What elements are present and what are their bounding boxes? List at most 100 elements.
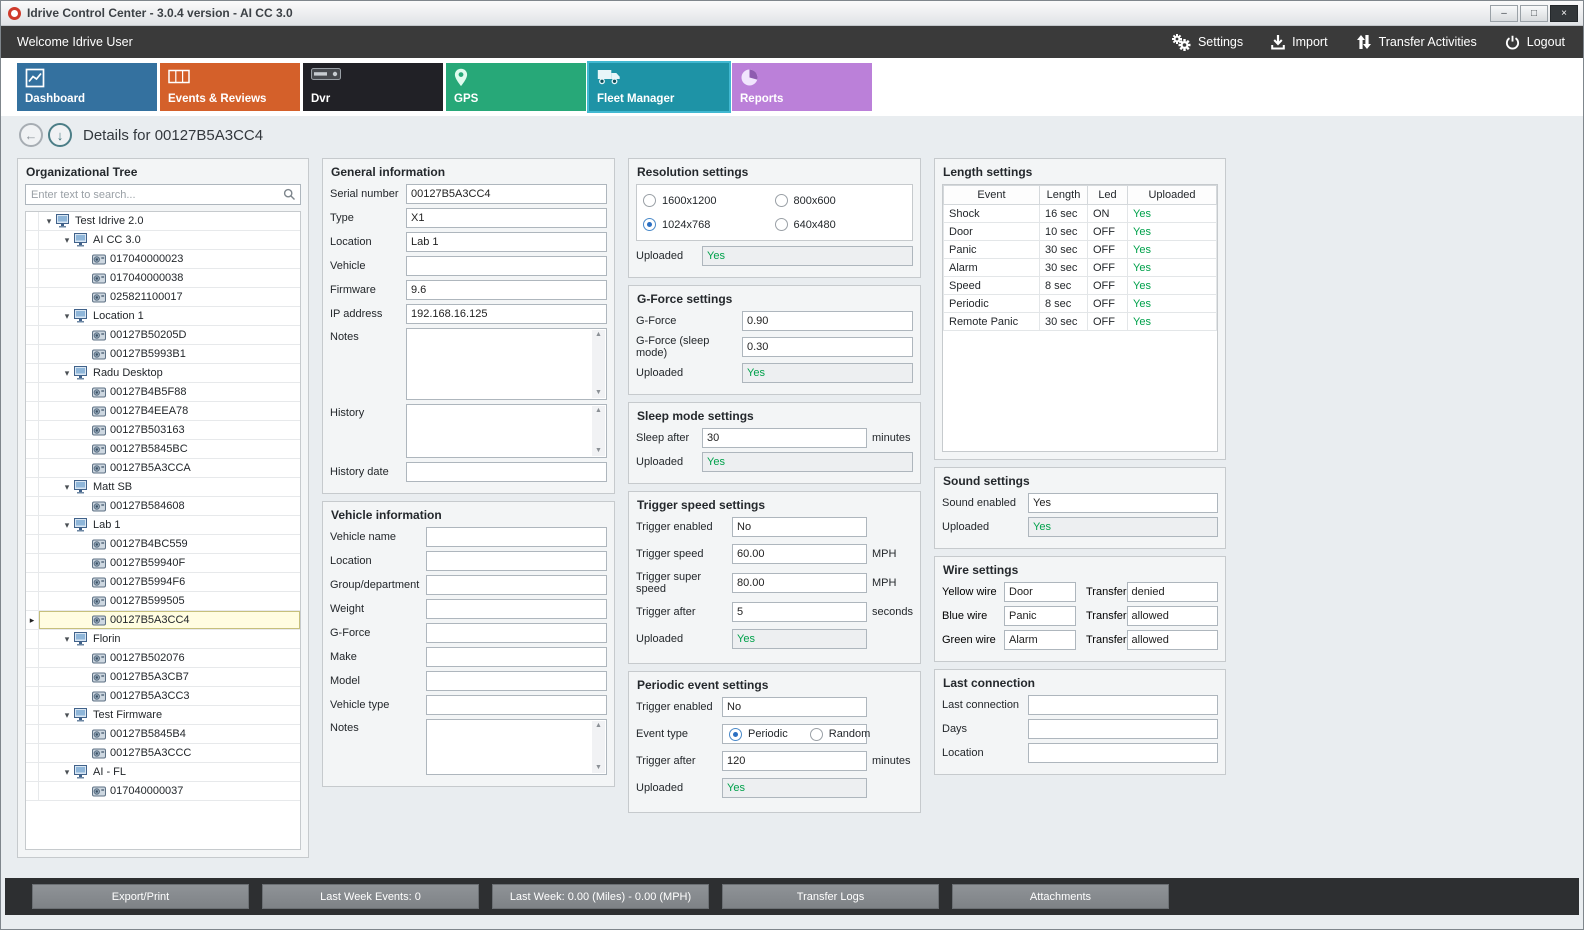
tree-node-device[interactable]: 017040000038 bbox=[26, 269, 300, 288]
resolution-option-640x480[interactable]: 640x480 bbox=[774, 218, 907, 231]
notes-textarea[interactable]: ▲ ▼ bbox=[406, 328, 607, 400]
row-indicator bbox=[26, 706, 39, 724]
group-department-input[interactable] bbox=[426, 575, 607, 595]
tree-node-group[interactable]: ▾ Test Idrive 2.0 bbox=[26, 212, 300, 231]
vehicle-notes-textarea[interactable]: ▲ ▼ bbox=[426, 719, 607, 775]
type-input[interactable] bbox=[406, 208, 607, 228]
maximize-button[interactable]: □ bbox=[1520, 4, 1548, 22]
tab-dashboard[interactable]: Dashboard bbox=[17, 63, 157, 111]
green-wire-input[interactable] bbox=[1004, 630, 1076, 650]
tree-node-device[interactable]: 00127B4EEA78 bbox=[26, 402, 300, 421]
tree-node-label: Florin bbox=[93, 633, 121, 645]
bottom-button-last-week-events-0[interactable]: Last Week Events: 0 bbox=[262, 884, 479, 909]
settings-button[interactable]: Settings bbox=[1171, 33, 1243, 51]
import-button[interactable]: Import bbox=[1271, 34, 1328, 51]
tree-node-device[interactable]: 00127B5A3CC3 bbox=[26, 687, 300, 706]
bottom-button-transfer-logs[interactable]: Transfer Logs bbox=[722, 884, 939, 909]
vehicle-input[interactable] bbox=[406, 256, 607, 276]
yellow-wire-input[interactable] bbox=[1004, 582, 1076, 602]
resolution-option-1024x768[interactable]: 1024x768 bbox=[643, 218, 775, 231]
gforce-input[interactable] bbox=[742, 311, 913, 331]
trigger-enabled-input[interactable] bbox=[732, 517, 867, 537]
back-button[interactable]: ← bbox=[19, 123, 43, 147]
tree-node-device[interactable]: 00127B502076 bbox=[26, 649, 300, 668]
tree-node-group[interactable]: ▾ Radu Desktop bbox=[26, 364, 300, 383]
tree-node-device[interactable]: 00127B584608 bbox=[26, 497, 300, 516]
transfer-activities-button[interactable]: Transfer Activities bbox=[1356, 34, 1477, 51]
tree-node-group[interactable]: ▾ Lab 1 bbox=[26, 516, 300, 535]
model-input[interactable] bbox=[426, 671, 607, 691]
blue-wire-transfer-input[interactable] bbox=[1126, 606, 1218, 626]
vehicle-gforce-input[interactable] bbox=[426, 623, 607, 643]
trigger-after-input[interactable] bbox=[732, 602, 867, 622]
minimize-button[interactable]: – bbox=[1490, 4, 1518, 22]
tree-node-group[interactable]: ▾ Location 1 bbox=[26, 307, 300, 326]
tree-node-device[interactable]: 00127B5A3CCC bbox=[26, 744, 300, 763]
vehicle-name-input[interactable] bbox=[426, 527, 607, 547]
vehicle-location-input[interactable] bbox=[426, 551, 607, 571]
location-input[interactable] bbox=[406, 232, 607, 252]
tab-events-reviews[interactable]: Events & Reviews bbox=[160, 63, 300, 111]
tab-reports[interactable]: Reports bbox=[732, 63, 872, 111]
tree-node-device[interactable]: 017040000023 bbox=[26, 250, 300, 269]
tree-node-device[interactable]: 00127B599505 bbox=[26, 592, 300, 611]
scroll-down-button[interactable]: ↓ bbox=[48, 123, 72, 147]
last-location-input[interactable] bbox=[1028, 743, 1218, 763]
gforce-sleep-input[interactable] bbox=[742, 337, 913, 357]
tree-node-device[interactable]: 00127B4BC559 bbox=[26, 535, 300, 554]
tree-node-device[interactable]: 00127B503163 bbox=[26, 421, 300, 440]
sound-enabled-input[interactable] bbox=[1028, 493, 1218, 513]
tree-node-device[interactable]: 00127B5993B1 bbox=[26, 345, 300, 364]
serial-number-input[interactable] bbox=[406, 184, 607, 204]
trigger-super-speed-input[interactable] bbox=[732, 573, 867, 593]
tab-dvr[interactable]: Dvr bbox=[303, 63, 443, 111]
green-wire-transfer-input[interactable] bbox=[1126, 630, 1218, 650]
bottom-button-attachments[interactable]: Attachments bbox=[952, 884, 1169, 909]
logout-button[interactable]: Logout bbox=[1505, 34, 1565, 51]
weight-input[interactable] bbox=[426, 599, 607, 619]
tree-node-device[interactable]: 00127B5845BC bbox=[26, 440, 300, 459]
tree-node-group[interactable]: ▾ AI - FL bbox=[26, 763, 300, 782]
sleep-after-input[interactable] bbox=[702, 428, 867, 448]
resolution-option-1600x1200[interactable]: 1600x1200 bbox=[643, 194, 775, 207]
periodic-trigger-enabled-input[interactable] bbox=[722, 697, 867, 717]
tree-node-device[interactable]: 00127B5845B4 bbox=[26, 725, 300, 744]
tree-node-label: 017040000038 bbox=[110, 272, 184, 284]
tree-node-group[interactable]: ▾ Test Firmware bbox=[26, 706, 300, 725]
tab-gps[interactable]: GPS bbox=[446, 63, 586, 111]
search-input[interactable] bbox=[25, 184, 301, 205]
tree-node-group[interactable]: ▾ Florin bbox=[26, 630, 300, 649]
tab-fleet-manager[interactable]: Fleet Manager bbox=[587, 61, 731, 113]
trigger-speed-input[interactable] bbox=[732, 544, 867, 564]
tree-node-device[interactable]: 025821100017 bbox=[26, 288, 300, 307]
firmware-input[interactable] bbox=[406, 280, 607, 300]
tree-node-device[interactable]: 00127B50205D bbox=[26, 326, 300, 345]
days-input[interactable] bbox=[1028, 719, 1218, 739]
event-type-random-option[interactable]: Random bbox=[809, 727, 870, 741]
tree-node-device[interactable]: 00127B4B5F88 bbox=[26, 383, 300, 402]
bottom-button-last-week-0-00-miles-0-00-mph[interactable]: Last Week: 0.00 (Miles) - 0.00 (MPH) bbox=[492, 884, 709, 909]
tree-node-device[interactable]: 00127B5994F6 bbox=[26, 573, 300, 592]
yellow-wire-transfer-input[interactable] bbox=[1126, 582, 1218, 602]
make-input[interactable] bbox=[426, 647, 607, 667]
tree-node-device[interactable]: 017040000037 bbox=[26, 782, 300, 801]
tree-node-device[interactable]: 00127B5A3CCA bbox=[26, 459, 300, 478]
tree-node-device[interactable]: ▸ 00127B5A3CC4 bbox=[26, 611, 300, 630]
periodic-trigger-after-input[interactable] bbox=[722, 751, 867, 771]
blue-wire-input[interactable] bbox=[1004, 606, 1076, 626]
bottom-button-export-print[interactable]: Export/Print bbox=[32, 884, 249, 909]
close-button[interactable]: × bbox=[1550, 4, 1578, 22]
row-indicator: ▸ bbox=[26, 611, 39, 629]
event-type-periodic-option[interactable]: Periodic bbox=[729, 727, 788, 741]
field-label: Trigger after bbox=[636, 755, 696, 767]
tree-node-group[interactable]: ▾ Matt SB bbox=[26, 478, 300, 497]
vehicle-type-input[interactable] bbox=[426, 695, 607, 715]
resolution-option-800x600[interactable]: 800x600 bbox=[774, 194, 907, 207]
tree-node-device[interactable]: 00127B5A3CB7 bbox=[26, 668, 300, 687]
ip-address-input[interactable] bbox=[406, 304, 607, 324]
history-textarea[interactable]: ▲ ▼ bbox=[406, 404, 607, 458]
tree-node-group[interactable]: ▾ AI CC 3.0 bbox=[26, 231, 300, 250]
last-connection-input[interactable] bbox=[1028, 695, 1218, 715]
tree-node-device[interactable]: 00127B59940F bbox=[26, 554, 300, 573]
history-date-input[interactable] bbox=[406, 462, 607, 482]
